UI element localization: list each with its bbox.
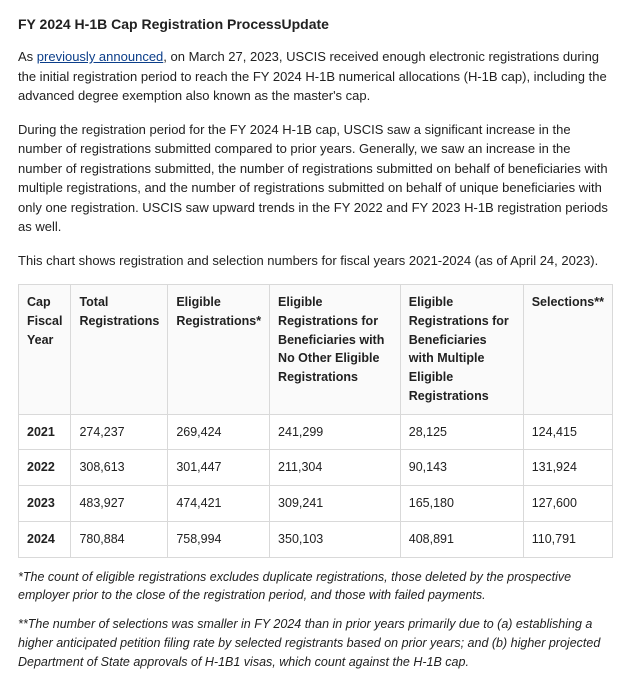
table-cell: 211,304 [270, 450, 401, 486]
table-cell: 474,421 [168, 486, 270, 522]
table-header-cell: Eligible Registrations for Beneficiaries… [400, 285, 523, 415]
table-cell: 165,180 [400, 486, 523, 522]
table-cell: 309,241 [270, 486, 401, 522]
table-cell: 124,415 [523, 414, 612, 450]
table-header-cell: Selections** [523, 285, 612, 415]
table-cell: 269,424 [168, 414, 270, 450]
table-cell: 2023 [19, 486, 71, 522]
page-title: FY 2024 H-1B Cap Registration ProcessUpd… [18, 14, 613, 35]
table-cell: 2024 [19, 521, 71, 557]
paragraph-3: This chart shows registration and select… [18, 251, 613, 271]
table-header-cell: Total Registrations [71, 285, 168, 415]
table-body: 2021274,237269,424241,29928,125124,41520… [19, 414, 613, 557]
table-cell: 241,299 [270, 414, 401, 450]
intro-prefix: As [18, 49, 37, 64]
table-row: 2021274,237269,424241,29928,125124,415 [19, 414, 613, 450]
table-header-cell: Eligible Registrations* [168, 285, 270, 415]
table-cell: 758,994 [168, 521, 270, 557]
table-cell: 28,125 [400, 414, 523, 450]
intro-paragraph: As previously announced, on March 27, 20… [18, 47, 613, 106]
table-cell: 90,143 [400, 450, 523, 486]
table-cell: 408,891 [400, 521, 523, 557]
table-row: 2022308,613301,447211,30490,143131,924 [19, 450, 613, 486]
table-cell: 2021 [19, 414, 71, 450]
registration-table: Cap Fiscal YearTotal RegistrationsEligib… [18, 284, 613, 558]
table-cell: 131,924 [523, 450, 612, 486]
footnote-2: **The number of selections was smaller i… [18, 615, 613, 671]
table-cell: 127,600 [523, 486, 612, 522]
table-cell: 301,447 [168, 450, 270, 486]
previously-announced-link[interactable]: previously announced [37, 49, 163, 64]
table-row: 2024780,884758,994350,103408,891110,791 [19, 521, 613, 557]
table-header-row: Cap Fiscal YearTotal RegistrationsEligib… [19, 285, 613, 415]
paragraph-2: During the registration period for the F… [18, 120, 613, 237]
table-cell: 483,927 [71, 486, 168, 522]
table-cell: 2022 [19, 450, 71, 486]
table-cell: 274,237 [71, 414, 168, 450]
table-cell: 780,884 [71, 521, 168, 557]
table-cell: 308,613 [71, 450, 168, 486]
table-cell: 110,791 [523, 521, 612, 557]
footnote-1: *The count of eligible registrations exc… [18, 568, 613, 606]
table-row: 2023483,927474,421309,241165,180127,600 [19, 486, 613, 522]
table-header-cell: Eligible Registrations for Beneficiaries… [270, 285, 401, 415]
table-cell: 350,103 [270, 521, 401, 557]
table-header-cell: Cap Fiscal Year [19, 285, 71, 415]
